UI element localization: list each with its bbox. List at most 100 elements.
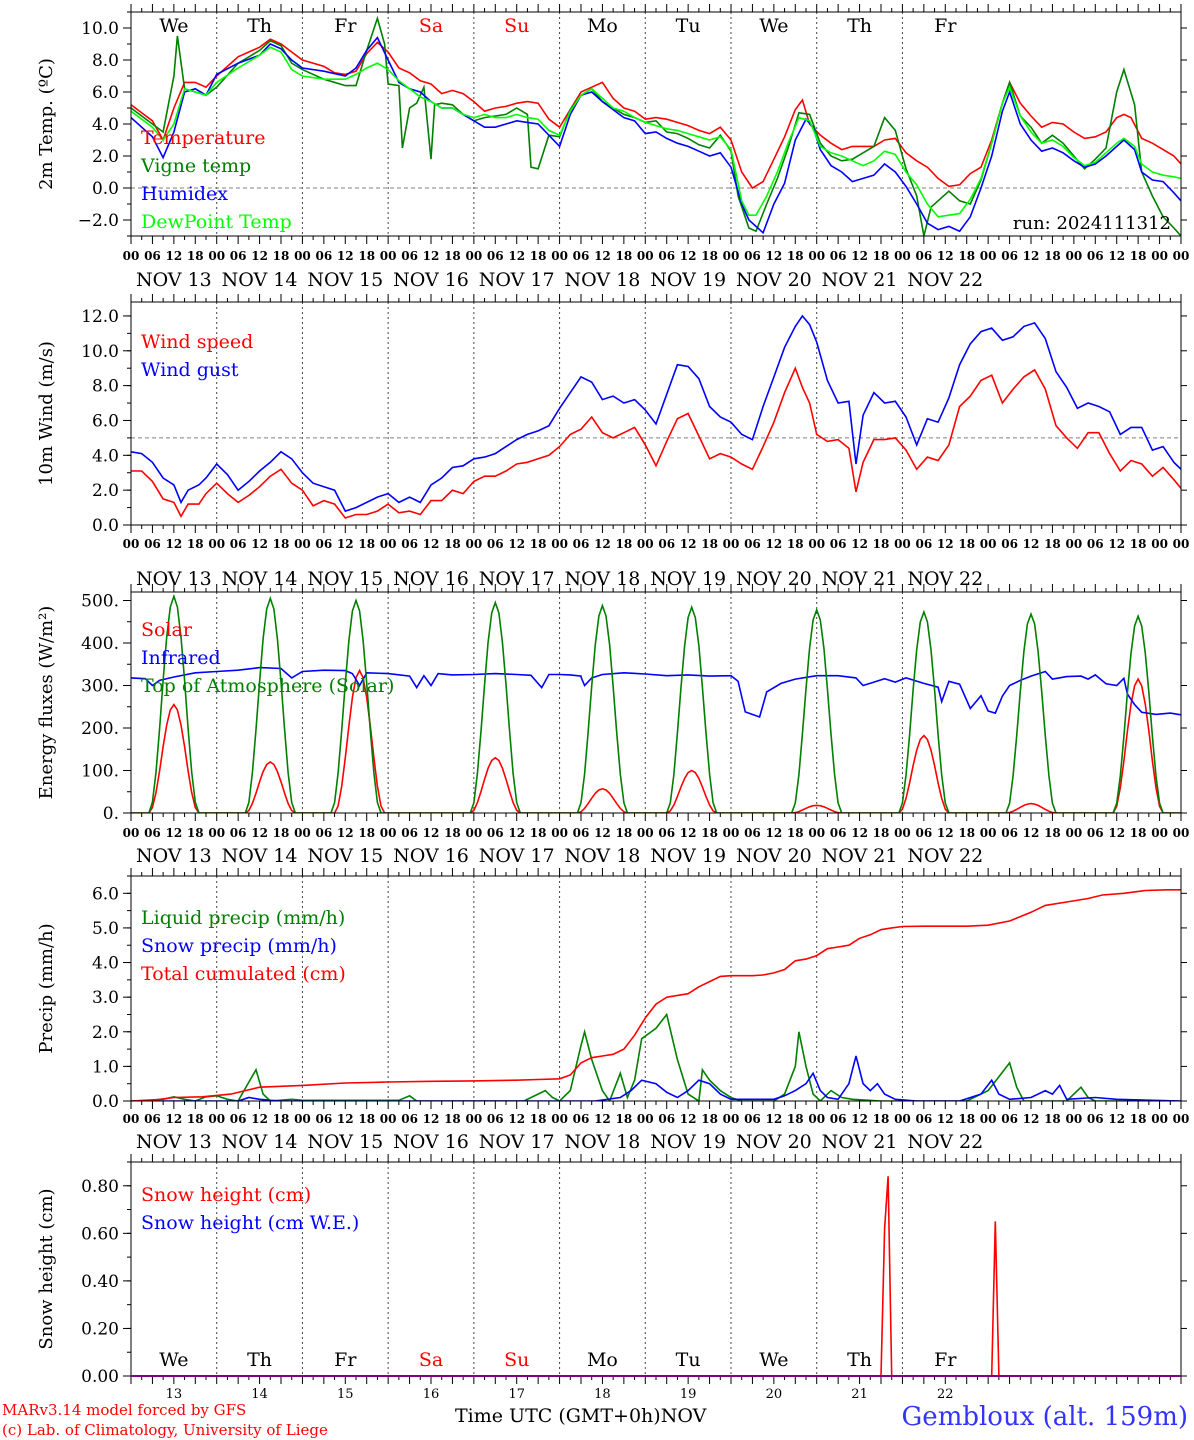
- y-tick-label: 100.: [81, 762, 119, 782]
- hour-label: 06: [744, 826, 761, 840]
- hour-label: 00: [1151, 826, 1168, 840]
- hour-label: 06: [744, 1112, 761, 1126]
- series-line-snow-height-cm-: [131, 1176, 1181, 1376]
- date-label: NOV 14: [222, 568, 298, 590]
- date-label: NOV 17: [479, 568, 555, 590]
- panel-temp: −2.0 0.0 2.0 4.0 6.0 8.0 10.0 2m Temp. (ºC) Temp…: [36, 4, 1189, 291]
- hour-label: 12: [423, 537, 440, 551]
- hour-label: 06: [658, 1112, 675, 1126]
- hour-label: 18: [787, 826, 804, 840]
- hour-label: 06: [144, 537, 161, 551]
- date-label: NOV 14: [222, 845, 298, 867]
- series-line-wind-gust: [131, 314, 1181, 513]
- date-label: NOV 16: [393, 568, 469, 590]
- hour-label: 00: [1066, 826, 1083, 840]
- hour-label: 12: [508, 1112, 525, 1126]
- hour-label: 18: [530, 826, 547, 840]
- hour-label: 06: [401, 537, 418, 551]
- hour-label: 06: [230, 826, 247, 840]
- y-axis-label: 10m Wind (m/s): [36, 341, 57, 486]
- hour-label: 06: [401, 826, 418, 840]
- hour-label: 00: [723, 826, 740, 840]
- hour-label: 06: [230, 1112, 247, 1126]
- hour-label: 18: [530, 249, 547, 263]
- hour-label: 12: [1023, 1112, 1040, 1126]
- hour-label: 12: [937, 537, 954, 551]
- weekday-top: Th: [847, 15, 872, 37]
- y-tick-label: 10.0: [81, 19, 119, 39]
- y-tick-label: 8.0: [92, 51, 119, 71]
- hour-label: 00: [294, 1112, 311, 1126]
- hour-label: 06: [658, 249, 675, 263]
- hour-label: 00: [723, 537, 740, 551]
- run-annotation: run: 2024111312: [1013, 213, 1171, 234]
- legend-entry: Vigne temp: [140, 155, 251, 177]
- hour-label: 06: [316, 537, 333, 551]
- date-label: NOV 19: [650, 269, 726, 291]
- hour-label: 00: [637, 537, 654, 551]
- hour-label: 18: [616, 249, 633, 263]
- hour-label: 12: [508, 537, 525, 551]
- y-tick-label: 0.20: [81, 1319, 119, 1339]
- panel-snow: 0.00 0.20 0.40 0.60 0.80 Snow height (cm) Snow…: [36, 1154, 1187, 1387]
- hour-label: 06: [830, 1112, 847, 1126]
- hour-label: 18: [273, 537, 290, 551]
- hour-label: 06: [1001, 537, 1018, 551]
- hour-label: 06: [144, 1112, 161, 1126]
- date-label: NOV 22: [907, 568, 983, 590]
- day-number: 20: [766, 1387, 783, 1402]
- hour-label: 12: [251, 537, 268, 551]
- hour-label: 18: [1130, 249, 1147, 263]
- hour-label: 00: [1066, 249, 1083, 263]
- hour-label: 12: [508, 826, 525, 840]
- hour-label: 12: [423, 826, 440, 840]
- weekday-bottom: Fr: [934, 1349, 957, 1371]
- plot-frame: [130, 875, 1182, 1102]
- hour-label: 12: [337, 1112, 354, 1126]
- hour-label: 12: [851, 1112, 868, 1126]
- hour-label: 00: [380, 249, 397, 263]
- series-line-liquid-precip-mm-h-: [131, 1012, 1181, 1101]
- legend-entry: Snow height (cm W.E.): [141, 1212, 359, 1234]
- y-tick-label: 2.0: [92, 481, 119, 501]
- hour-label: 12: [851, 537, 868, 551]
- hour-label: 00: [894, 537, 911, 551]
- legend-entry: Wind gust: [141, 359, 239, 381]
- day-number: 16: [423, 1387, 440, 1402]
- date-label: NOV 18: [565, 845, 641, 867]
- hour-label: 12: [166, 1112, 183, 1126]
- date-label: NOV 19: [650, 568, 726, 590]
- hour-label: 12: [1023, 249, 1040, 263]
- hour-label: 06: [830, 826, 847, 840]
- weekday-bottom: Th: [247, 1349, 272, 1371]
- date-label: NOV 19: [650, 845, 726, 867]
- hour-label: 06: [573, 826, 590, 840]
- series-line-infrared: [131, 666, 1181, 719]
- date-label: NOV 18: [565, 269, 641, 291]
- lab-credit: (c) Lab. of Climatology, University of L…: [2, 1421, 328, 1439]
- hour-label: 06: [1087, 249, 1104, 263]
- y-tick-label: 12.0: [81, 307, 119, 327]
- hour-label: 18: [187, 249, 204, 263]
- hour-label: 18: [616, 537, 633, 551]
- hour-label: 18: [1044, 249, 1061, 263]
- hour-label: 00: [123, 249, 140, 263]
- date-label: NOV 17: [479, 845, 555, 867]
- hour-label: 00: [1151, 537, 1168, 551]
- hour-label: 00: [294, 537, 311, 551]
- hour-label: 18: [358, 826, 375, 840]
- hour-label: 00: [208, 1112, 225, 1126]
- weekday-bottom: Th: [847, 1349, 872, 1371]
- weekday-top: Fr: [334, 15, 357, 37]
- day-number: 18: [594, 1387, 611, 1402]
- hour-label: 12: [680, 537, 697, 551]
- date-label: NOV 16: [393, 269, 469, 291]
- hour-label: 00: [1066, 1112, 1083, 1126]
- y-axis-label: 2m Temp. (ºC): [36, 58, 57, 190]
- date-label: NOV 21: [822, 1131, 898, 1153]
- hour-label: 18: [187, 826, 204, 840]
- hour-label: 12: [594, 249, 611, 263]
- series-line-humidex: [131, 36, 1181, 235]
- hour-label: 18: [358, 537, 375, 551]
- legend-entry: Top of Atmosphere (Solar): [141, 675, 394, 697]
